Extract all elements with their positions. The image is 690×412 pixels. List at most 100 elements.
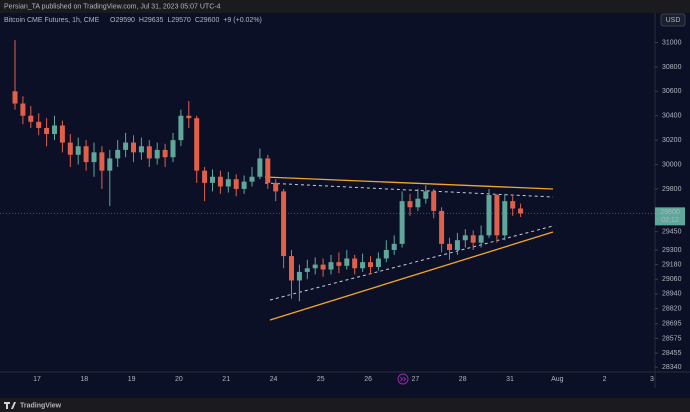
candle-body xyxy=(510,201,516,209)
trendline-lower xyxy=(269,231,554,321)
candle-body xyxy=(336,262,342,266)
y-tick-label: 29800 xyxy=(662,186,682,193)
y-tick-label: 30800 xyxy=(662,64,682,71)
candle-body xyxy=(415,198,421,208)
scroll-icon xyxy=(400,376,407,382)
candle-body xyxy=(52,125,57,135)
candle-body xyxy=(375,258,381,268)
candle-body xyxy=(383,249,389,259)
candle-body xyxy=(146,146,152,159)
y-tick-label: 28695 xyxy=(662,321,682,328)
x-tick-label: 3 xyxy=(650,376,654,383)
candle-body xyxy=(328,262,334,270)
brand-logo xyxy=(4,402,16,409)
candle-body xyxy=(502,201,508,236)
y-tick-label: 30200 xyxy=(662,137,682,144)
candle-body xyxy=(478,235,484,243)
y-tick-label: 29450 xyxy=(662,229,682,236)
inner-line-lower xyxy=(269,225,554,301)
candle-body xyxy=(486,195,492,236)
candle-body xyxy=(91,152,97,163)
candle-body xyxy=(194,118,200,171)
y-tick-label: 31000 xyxy=(662,39,682,46)
candle-body xyxy=(138,146,144,153)
candle-body xyxy=(202,170,208,183)
currency-button[interactable] xyxy=(660,13,686,27)
candle-body xyxy=(115,149,121,159)
publisher: Persian_TA published on TradingView.com,… xyxy=(4,3,221,10)
candle-body xyxy=(320,264,326,270)
y-tick-label: 29180 xyxy=(662,261,682,268)
x-tick-label: 18 xyxy=(80,376,88,383)
candle-body xyxy=(360,262,366,269)
candle-body xyxy=(344,258,350,266)
y-tick-label: 29300 xyxy=(662,247,682,254)
ohlc-value: L29570 xyxy=(167,17,190,24)
brand: TradingView xyxy=(20,402,62,409)
candle-body xyxy=(368,262,373,268)
candle-body xyxy=(249,176,255,182)
candle-body xyxy=(233,179,239,189)
candle-body xyxy=(407,201,413,208)
candle-body xyxy=(470,235,476,243)
y-tick-label: 28820 xyxy=(662,305,682,312)
candle-body xyxy=(241,181,247,189)
trendline-upper xyxy=(264,176,554,190)
candle-body xyxy=(352,258,358,269)
candle-body xyxy=(431,191,437,211)
x-tick-label: 24 xyxy=(270,376,278,383)
x-tick-label: 26 xyxy=(364,376,372,383)
ohlc-value: O29590 xyxy=(110,17,135,24)
top-bar xyxy=(0,0,690,13)
candle-body xyxy=(257,158,263,177)
candle-body xyxy=(217,176,223,187)
candle-body xyxy=(83,146,89,163)
last-price-badge xyxy=(655,207,685,226)
candle-body xyxy=(447,243,452,250)
ohlc-value: H29635 xyxy=(139,17,164,24)
candle-body xyxy=(44,127,50,135)
y-tick-label: 30400 xyxy=(662,113,682,120)
candle-body xyxy=(67,142,73,155)
candle-body xyxy=(131,142,136,153)
symbol: Bitcoin CME Futures, 1h, CME xyxy=(4,17,100,24)
x-tick-label: 19 xyxy=(128,376,136,383)
candle-body xyxy=(75,146,81,155)
candle-body xyxy=(170,140,176,158)
candle-body xyxy=(289,256,294,281)
candle-body xyxy=(225,179,231,187)
scroll-to-end[interactable] xyxy=(397,373,409,385)
currency[interactable]: USD xyxy=(666,17,681,24)
candle-body xyxy=(178,115,184,141)
footer-bar xyxy=(0,398,690,412)
candle-body xyxy=(162,149,168,158)
x-tick-label: 21 xyxy=(222,376,230,383)
candle-body xyxy=(281,191,287,257)
ohlc-value: +9 (+0.02%) xyxy=(223,17,262,24)
candle-body xyxy=(391,243,397,250)
last-price: 29600 xyxy=(660,209,680,216)
y-tick-label: 28575 xyxy=(662,335,682,342)
candle-body xyxy=(462,235,468,241)
ohlc-value: C29600 xyxy=(195,17,220,24)
x-tick-label: 2 xyxy=(603,376,607,383)
candle-body xyxy=(265,158,271,183)
candle-body xyxy=(107,158,113,171)
x-tick-label: 28 xyxy=(459,376,467,383)
y-tick-label: 29060 xyxy=(662,276,682,283)
candle-body xyxy=(123,142,129,150)
candle-body xyxy=(36,121,42,128)
candle-body xyxy=(154,149,160,159)
candle-body xyxy=(399,201,405,244)
candle-body xyxy=(99,152,105,171)
candle-body xyxy=(454,240,460,250)
y-tick-label: 28940 xyxy=(662,291,682,298)
y-tick-label: 28340 xyxy=(662,364,682,371)
candle-body xyxy=(273,182,279,192)
y-tick-label: 30600 xyxy=(662,88,682,95)
candle-body xyxy=(296,271,302,281)
candle-body xyxy=(494,195,500,236)
candle-body xyxy=(312,264,318,269)
